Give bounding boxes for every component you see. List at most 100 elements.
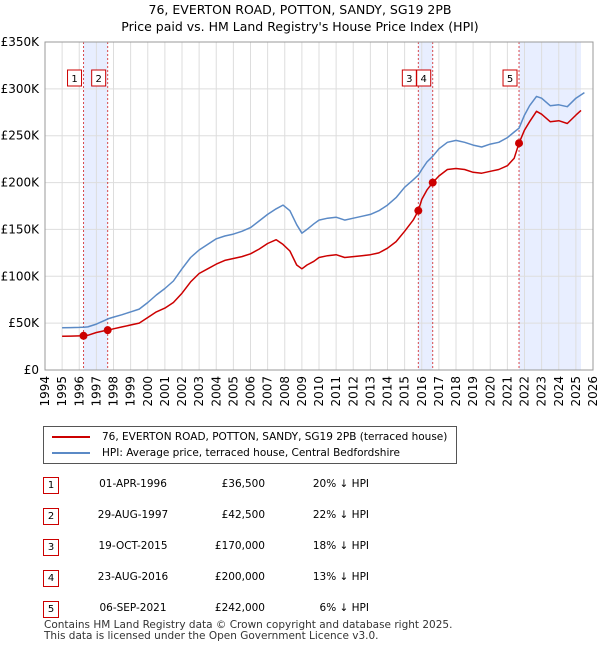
marker-label-box [67,69,83,87]
transaction-date: 06-SEP-2021 [99,602,167,614]
chart-subtitle: Price paid vs. HM Land Registry's House … [121,19,479,34]
x-tick-label: 2026 [586,376,600,407]
x-tick-label: 2010 [312,376,326,407]
x-tick-label: 2025 [569,376,583,407]
y-tick-label: £100K [1,269,41,283]
transaction-price: £200,000 [214,571,265,583]
x-tick-label: 2001 [158,376,172,407]
transaction-price: £170,000 [214,540,265,552]
axes: 1994 1995 1996 1997 1998 1999 2000 2001 2002 2003… [1,35,600,407]
series-lines [62,91,585,338]
x-tick-label: 2006 [244,376,258,407]
legend-hpi-label: HPI: Average price, terraced house, Cent… [102,447,400,459]
legend-item-property: 76, EVERTON ROAD, POTTON, SANDY, SG19 2P… [52,429,447,445]
marker-label-box [91,69,107,87]
y-tick-label: £300K [1,82,41,96]
x-tick-label: 2002 [175,376,189,407]
transaction-date: 23-AUG-2016 [97,571,169,583]
x-tick-label: 2005 [226,376,240,407]
y-tick-label: £200K [1,176,41,190]
x-tick-label: 1997 [89,376,103,407]
y-tick-label: £250K [1,129,41,143]
y-tick-label: £150K [1,222,41,236]
table-row: 1 01-APR-1996 £36,500 20% ↓ HPI [43,476,373,507]
x-tick-label: 2015 [398,376,412,407]
x-tick-label: 2000 [141,376,155,407]
footer-licence: This data is licensed under the Open Gov… [44,630,379,642]
marker-label: 3 [406,74,412,85]
x-tick-label: 2004 [209,376,223,407]
transaction-point [103,326,112,335]
transaction-date: 01-APR-1996 [99,478,167,490]
footer-copyright: Contains HM Land Registry data © Crown c… [44,619,453,631]
marker-label-box [416,69,432,87]
transaction-badge: 1 [43,477,59,494]
transaction-price: £42,500 [221,509,265,521]
chart-title: 76, EVERTON ROAD, POTTON, SANDY, SG19 2P… [148,2,452,17]
legend: 76, EVERTON ROAD, POTTON, SANDY, SG19 2P… [43,426,457,464]
transactions-table: 1 01-APR-1996 £36,500 20% ↓ HPI 2 29-AUG… [43,476,373,631]
transaction-hpi: 6% ↓ HPI [319,602,369,614]
transaction-price: £36,500 [221,478,265,490]
x-tick-label: 1995 [55,376,69,407]
marker-label: 1 [71,74,77,85]
transaction-hpi: 13% ↓ HPI [312,571,369,583]
x-tick-label: 2013 [363,376,377,407]
transaction-point [79,331,88,340]
x-tick-label: 2022 [518,376,532,407]
x-tick-label: 2021 [500,376,514,407]
x-tick-label: 1999 [124,376,138,407]
transaction-point [414,206,423,215]
legend-property-swatch [52,436,90,438]
hpi-line [62,91,585,329]
x-tick-label: 1998 [107,376,121,407]
y-tick-label: £50K [8,316,40,330]
marker-label: 4 [421,74,427,85]
x-tick-label: 2012 [346,376,360,407]
transaction-price: £242,000 [214,602,265,614]
legend-property-label: 76, EVERTON ROAD, POTTON, SANDY, SG19 2P… [102,431,448,443]
legend-item-hpi: HPI: Average price, terraced house, Cent… [52,445,400,461]
marker-label: 2 [95,74,101,85]
x-tick-label: 2008 [278,376,292,407]
x-tick-label: 2024 [552,376,566,407]
x-tick-label: 2011 [329,376,343,407]
transaction-badge: 5 [43,601,59,618]
transaction-badge: 2 [43,508,59,525]
x-tick-label: 2020 [483,376,497,407]
transaction-lines [83,42,520,370]
x-tick-label: 2023 [535,376,549,407]
shaded-period [83,42,108,370]
y-tick-label: £350K [1,35,41,49]
plot-frame [44,41,594,371]
transaction-hpi: 22% ↓ HPI [312,509,369,521]
transaction-hpi: 20% ↓ HPI [312,478,369,490]
shaded-periods [83,42,582,370]
x-tick-label: 2016 [415,376,429,407]
transaction-date: 19-OCT-2015 [98,540,168,552]
x-tick-label: 2003 [192,376,206,407]
x-tick-label: 1994 [38,376,52,407]
legend-hpi-swatch [52,452,90,454]
transaction-date: 29-AUG-1997 [97,509,169,521]
x-tick-label: 2017 [432,376,446,407]
table-row: 2 29-AUG-1997 £42,500 22% ↓ HPI [43,507,373,538]
transaction-point [428,178,437,187]
x-tick-label: 2019 [466,376,480,407]
table-row: 5 06-SEP-2021 £242,000 6% ↓ HPI [43,600,373,631]
marker-label: 5 [507,74,513,85]
x-tick-label: 2018 [449,376,463,407]
transaction-point [515,139,524,148]
transaction-badge: 3 [43,539,59,556]
transaction-badge: 4 [43,570,59,587]
table-row: 4 23-AUG-2016 £200,000 13% ↓ HPI [43,569,373,600]
x-tick-label: 2014 [381,376,395,407]
grid [44,41,594,371]
table-row: 3 19-OCT-2015 £170,000 18% ↓ HPI [43,538,373,569]
x-tick-label: 2009 [295,376,309,407]
x-tick-label: 2007 [261,376,275,407]
property-price-line [62,109,582,338]
footer: Contains HM Land Registry data © Crown c… [44,620,452,642]
